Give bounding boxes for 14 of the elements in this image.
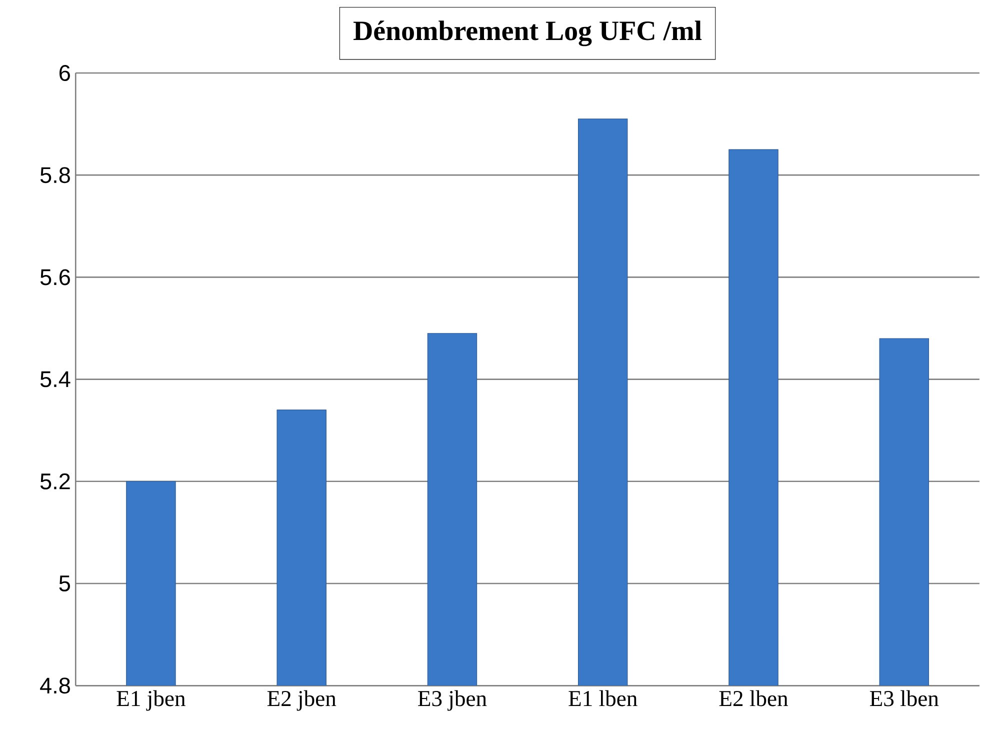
- x-tick-label: E3 lben: [870, 690, 939, 706]
- y-tick-label: 5: [59, 576, 70, 592]
- y-tick-label: 5.4: [40, 372, 70, 388]
- y-tick-label: 5.6: [40, 269, 70, 286]
- x-tick-label: E2 jben: [267, 690, 336, 712]
- x-tick-label: E1 jben: [116, 690, 186, 712]
- x-tick-label: E2 lben: [719, 690, 788, 706]
- y-tick-label: 5.2: [40, 474, 70, 490]
- y-tick-label: 5.8: [40, 167, 70, 184]
- chart-title: Dénombrement Log UFC /ml: [353, 20, 702, 46]
- x-tick-label: E1 lben: [568, 690, 638, 706]
- y-tick-label: 6: [60, 65, 70, 82]
- x-tick-label: E3 jben: [418, 690, 487, 712]
- y-tick-label: 4.8: [40, 678, 70, 694]
